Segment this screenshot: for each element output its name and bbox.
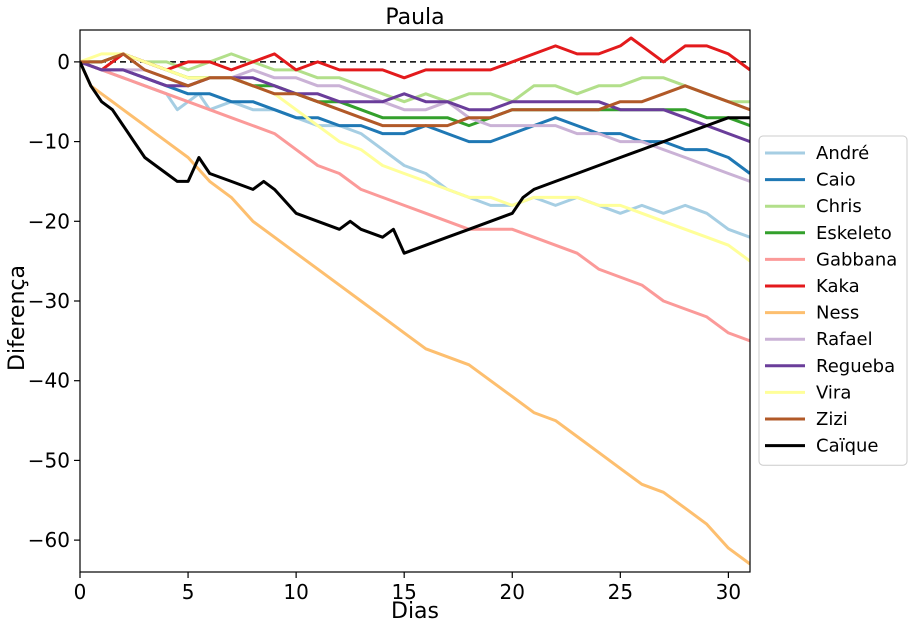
x-tick-label: 15 xyxy=(391,580,416,604)
y-tick-label: −20 xyxy=(28,209,70,233)
legend-box xyxy=(758,135,908,466)
y-axis: 0 −10 −20 −30 −40 −50 −60 xyxy=(28,50,80,552)
series-line-vira xyxy=(80,52,750,263)
series-line-rafael xyxy=(80,60,750,183)
series-line-kaka xyxy=(80,36,750,80)
x-tick-label: 0 xyxy=(74,580,87,604)
series-line-gabbana xyxy=(80,60,750,343)
plot-frame xyxy=(79,29,751,573)
x-tick-label: 30 xyxy=(716,580,741,604)
y-axis-label: Diferença xyxy=(5,265,30,371)
y-tick-label: −40 xyxy=(28,369,70,393)
y-tick-label: −30 xyxy=(28,289,70,313)
x-tick-label: 5 xyxy=(182,580,195,604)
legend-label-regueba: Regueba xyxy=(816,356,895,377)
legend: André Caio Chris Eskeleto Gabbana Kaka Ness Raf… xyxy=(758,135,908,466)
plot-area xyxy=(80,36,750,566)
y-tick-label: −50 xyxy=(28,448,70,472)
series-line-chris xyxy=(80,52,750,104)
x-tick-label: 10 xyxy=(283,580,308,604)
legend-label-vira: Vira xyxy=(816,382,851,403)
y-tick-label: −10 xyxy=(28,130,70,154)
x-axis: 0 5 10 15 20 25 30 xyxy=(74,572,741,604)
legend-label-chris: Chris xyxy=(816,196,862,217)
legend-label-ness: Ness xyxy=(816,303,859,324)
legend-label-andre: André xyxy=(816,143,869,164)
legend-label-eskeleto: Eskeleto xyxy=(816,223,892,244)
y-tick-label: 0 xyxy=(57,50,70,74)
legend-label-kaka: Kaka xyxy=(816,276,860,297)
series-line-ness xyxy=(80,61,750,566)
y-tick-label: −60 xyxy=(28,528,70,552)
chart-title: Paula xyxy=(385,5,444,30)
x-axis-label: Dias xyxy=(391,599,439,624)
legend-label-caio: Caio xyxy=(816,170,856,191)
series-line-caique xyxy=(80,61,750,255)
legend-label-gabbana: Gabbana xyxy=(816,249,897,270)
x-tick-label: 25 xyxy=(608,580,633,604)
legend-label-caique: Caïque xyxy=(816,436,879,457)
series-line-zizi xyxy=(80,52,750,128)
x-tick-label: 20 xyxy=(500,580,525,604)
legend-label-rafael: Rafael xyxy=(816,329,873,350)
legend-label-zizi: Zizi xyxy=(816,409,848,430)
